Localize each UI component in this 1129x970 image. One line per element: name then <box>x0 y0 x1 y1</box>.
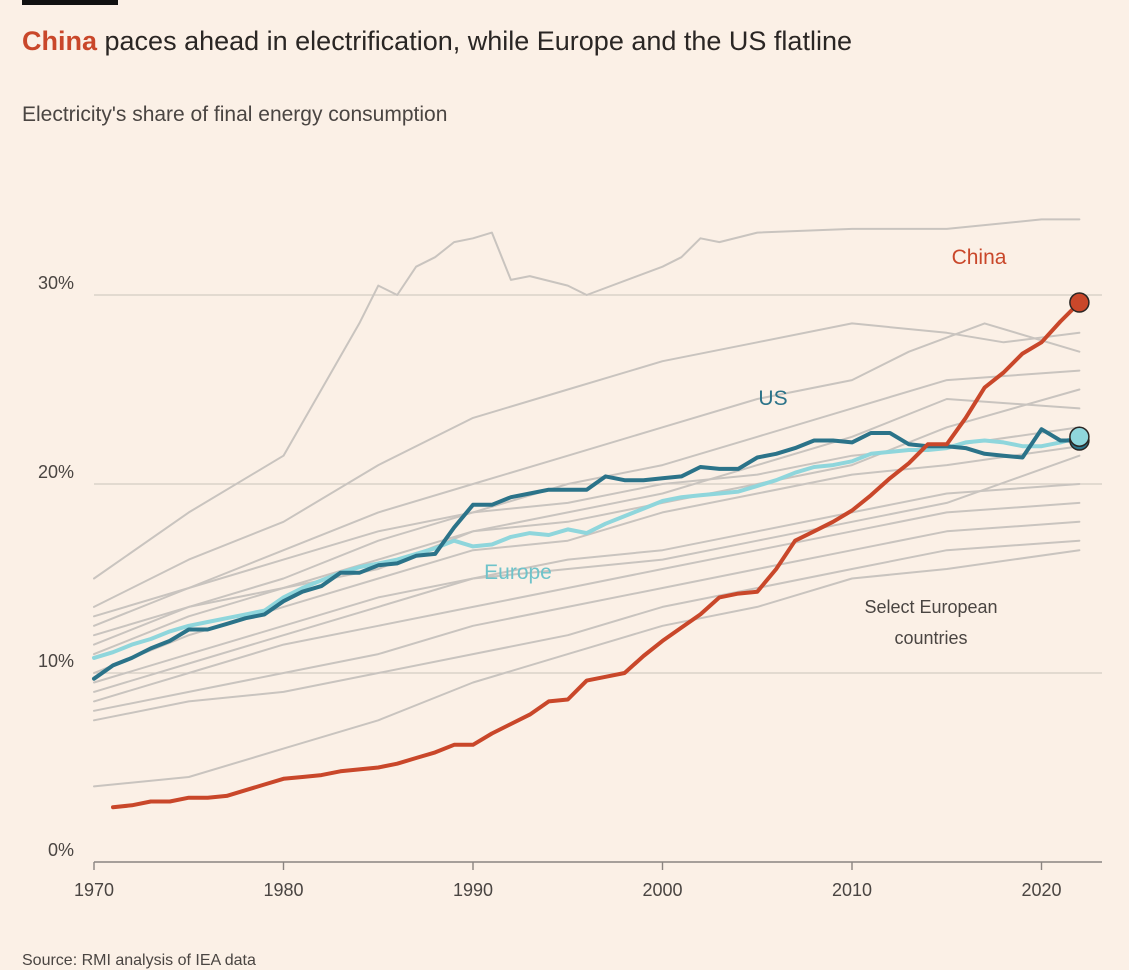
x-axis: 1970 1980 1990 2000 2010 2020 <box>74 861 1102 900</box>
country-line-3 <box>93 322 1081 627</box>
country-line-12 <box>93 426 1081 618</box>
countries-annotation-line-1: Select European <box>864 597 997 617</box>
chart-subtitle: Electricity's share of final energy cons… <box>22 103 448 126</box>
x-tick-label-2000: 2000 <box>642 880 682 900</box>
x-tick-label-2010: 2010 <box>832 880 872 900</box>
chart-headline: China paces ahead in electrification, wh… <box>22 26 852 57</box>
europe-endpoint-marker <box>1069 426 1090 447</box>
country-line-8 <box>93 501 1081 703</box>
china-line <box>111 300 1082 810</box>
chart-labels: China US Europe Select European countries <box>484 246 1007 648</box>
country-line-1 <box>93 218 1081 580</box>
highlighted-series <box>92 292 1090 810</box>
y-tick-label-10: 10% <box>38 651 74 671</box>
china-series-label: China <box>952 246 1007 269</box>
x-tick-label-2020: 2020 <box>1021 880 1061 900</box>
x-tick-label-1980: 1980 <box>263 880 303 900</box>
headline-highlight: China <box>22 26 98 56</box>
country-line-14 <box>93 454 1081 684</box>
x-tick-label-1990: 1990 <box>453 880 493 900</box>
y-tick-label-0: 0% <box>48 840 74 860</box>
country-line-7 <box>93 483 1081 693</box>
country-lines <box>93 218 1081 788</box>
grid-lines: 0% 10% 20% 30% <box>38 273 1102 860</box>
europe-series-label: Europe <box>484 561 552 584</box>
us-series-label: US <box>758 387 787 410</box>
europe-line <box>92 434 1082 660</box>
country-line-2 <box>93 322 1081 608</box>
x-tick-label-1970: 1970 <box>74 880 114 900</box>
y-tick-label-30: 30% <box>38 273 74 293</box>
headline-rest: paces ahead in electrification, while Eu… <box>97 26 852 56</box>
country-line-9 <box>93 520 1081 712</box>
countries-annotation: Select European countries <box>864 597 997 648</box>
country-line-11 <box>93 549 1081 788</box>
china-endpoint-marker <box>1069 292 1090 313</box>
brand-bar <box>22 0 118 5</box>
country-line-5 <box>93 398 1081 656</box>
y-tick-label-20: 20% <box>38 462 74 482</box>
countries-annotation-line-2: countries <box>894 628 967 648</box>
source-note: Source: RMI analysis of IEA data <box>22 952 256 969</box>
us-line <box>92 427 1082 681</box>
country-line-10 <box>93 539 1081 722</box>
country-line-4 <box>93 369 1081 637</box>
